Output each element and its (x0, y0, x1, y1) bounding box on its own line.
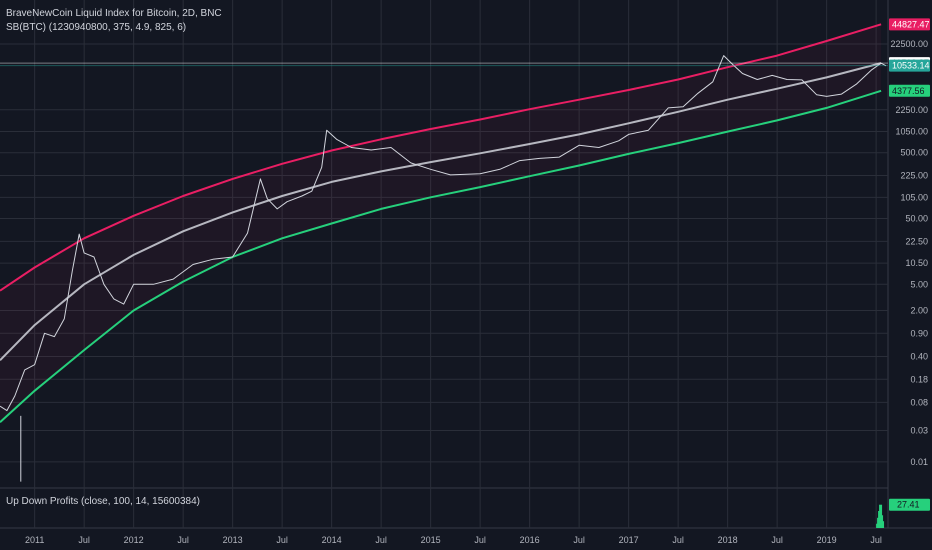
oscillator-pane: 27.41 (876, 498, 930, 528)
y-tick-label: 0.08 (910, 397, 928, 407)
chart-title: BraveNewCoin Liquid Index for Bitcoin, 2… (6, 8, 222, 19)
x-tick-label: Jul (276, 535, 288, 545)
y-tick-label: 22.50 (905, 236, 928, 246)
oscillator-bar (881, 521, 885, 528)
price-badge (889, 84, 930, 97)
x-tick-label: Jul (375, 535, 387, 545)
y-tick-label: 105.00 (900, 192, 928, 202)
x-tick-label: Jul (474, 535, 486, 545)
x-tick-label: Jul (771, 535, 783, 545)
y-tick-label: 0.40 (910, 351, 928, 361)
x-tick-label: 2015 (421, 535, 441, 545)
oscillator-badge (889, 498, 930, 511)
y-tick-label: 500.00 (900, 148, 928, 158)
x-tick-label: Jul (672, 535, 684, 545)
x-tick-label: 2018 (718, 535, 738, 545)
time-axis[interactable]: 2011 Jul 2012 Jul 2013 Jul 2014 Jul 2015 Jul 2016 J… (25, 535, 882, 545)
oscillator-legend[interactable]: Up Down Profits (close, 100, 14, 1560038… (6, 496, 200, 507)
y-tick-label: 0.18 (910, 374, 928, 384)
series-layer (0, 23, 888, 482)
x-tick-label: 2013 (223, 535, 243, 545)
chart-grid (0, 0, 932, 529)
upper-band-line (0, 23, 882, 292)
x-tick-label: 2016 (520, 535, 540, 545)
band-fill (0, 24, 882, 423)
y-tick-label: 1050.00 (895, 127, 928, 137)
y-tick-label: 22500.00 (890, 39, 928, 49)
price-axis[interactable]: 22500.00 2250.00 1050.00 500.00 225.00 105.00… (890, 39, 928, 467)
x-tick-label: Jul (177, 535, 189, 545)
price-badge-label: 4377.56 (892, 86, 925, 96)
x-tick-label: 2019 (817, 535, 837, 545)
x-tick-label: Jul (573, 535, 585, 545)
indicator-legend[interactable]: SB(BTC) (1230940800, 375, 4.9, 825, 6) (6, 22, 187, 33)
x-tick-label: 2014 (322, 535, 342, 545)
price-badge-label: 10533.14 (892, 61, 930, 71)
x-tick-label: 2011 (25, 535, 44, 545)
x-tick-label: 2012 (124, 535, 144, 545)
price-badge-label: 44827.47 (892, 19, 930, 29)
price-badge (889, 59, 930, 72)
x-tick-label: 2017 (619, 535, 639, 545)
y-tick-label: 10.50 (905, 258, 928, 268)
x-tick-label: Jul (870, 535, 882, 545)
band-fill-area (0, 24, 882, 423)
middle-band-line (0, 62, 882, 362)
x-tick-label: Jul (78, 535, 90, 545)
y-tick-label: 5.00 (910, 279, 928, 289)
y-tick-label: 2250.00 (895, 105, 928, 115)
price-band-line (0, 55, 887, 412)
oscillator-badge-label: 27.41 (897, 500, 920, 510)
price-badge (889, 18, 930, 31)
lower-band-line (0, 89, 882, 423)
y-tick-label: 225.00 (900, 171, 928, 181)
y-tick-label: 0.90 (910, 328, 928, 338)
y-tick-label: 50.00 (905, 214, 928, 224)
y-tick-label: 2.00 (910, 305, 928, 315)
y-tick-label: 0.01 (910, 457, 928, 467)
y-tick-label: 0.03 (910, 425, 928, 435)
